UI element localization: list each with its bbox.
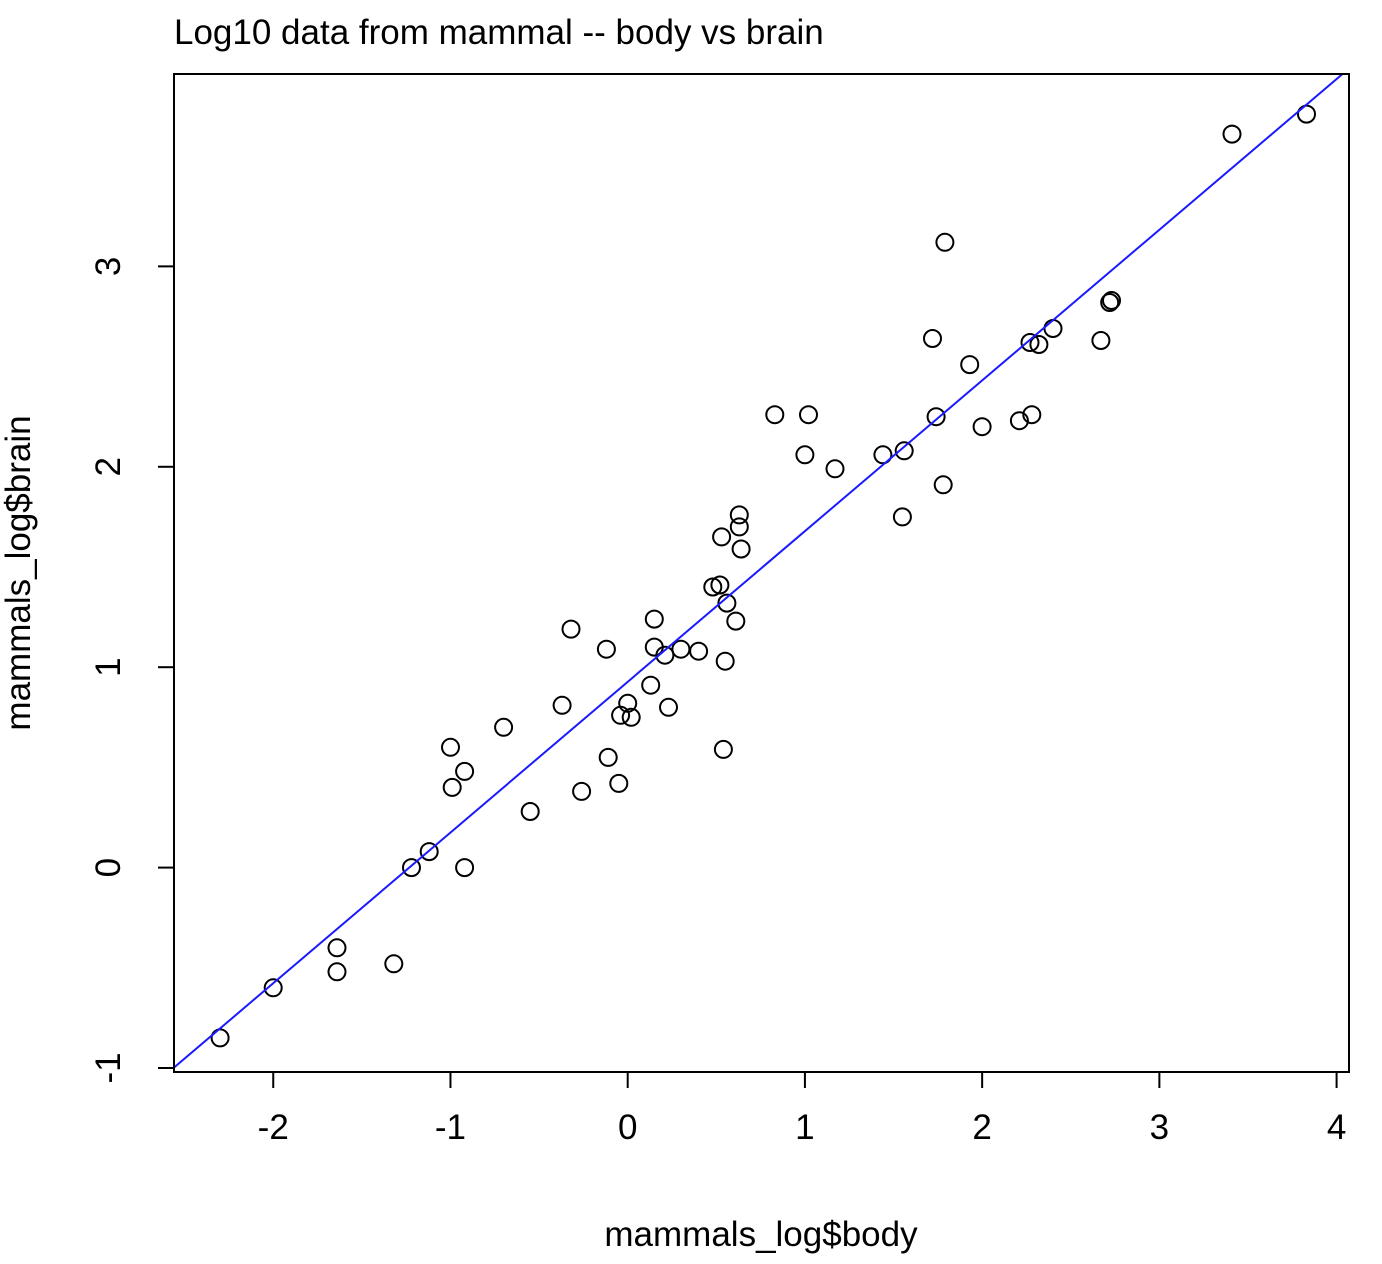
data-point (712, 527, 732, 547)
data-point (384, 954, 404, 974)
data-point (596, 639, 616, 659)
data-point (1091, 331, 1111, 350)
data-point (1297, 104, 1316, 124)
data-point (765, 405, 785, 425)
data-point (1102, 291, 1121, 310)
data-point (598, 747, 618, 767)
y-tick-label: 3 (89, 257, 128, 276)
data-point (655, 645, 675, 665)
data-point (703, 577, 723, 597)
data-point (641, 675, 661, 695)
data-point (327, 938, 347, 958)
data-point (1020, 333, 1040, 352)
data-point (935, 232, 955, 252)
data-point (455, 858, 475, 878)
chart-title: Log10 data from mammal -- body vs brain (174, 13, 824, 52)
data-point (717, 593, 737, 613)
data-point (726, 611, 746, 631)
data-point (442, 777, 462, 797)
regression-line (174, 74, 1345, 1069)
data-point (731, 539, 751, 559)
data-point (520, 802, 540, 821)
data-point (729, 505, 749, 525)
data-point (689, 641, 709, 661)
y-tick-label: -1 (89, 1052, 128, 1083)
x-tick-label: 3 (1150, 1108, 1169, 1147)
data-point (552, 695, 572, 715)
data-point (1022, 405, 1042, 425)
x-axis: -2 -1 0 1 2 3 4 (258, 1071, 1346, 1147)
y-axis-label: mammals_log$brain (0, 415, 38, 730)
data-point (609, 773, 629, 793)
data-point (1222, 124, 1242, 144)
data-point (494, 717, 514, 737)
data-point (441, 737, 460, 757)
data-point (327, 962, 347, 982)
data-point (825, 459, 845, 479)
x-tick-label: -1 (435, 1108, 466, 1147)
x-tick-label: 1 (795, 1108, 814, 1147)
data-point (455, 761, 475, 781)
x-tick-label: -2 (258, 1108, 289, 1147)
data-point (402, 858, 421, 878)
data-point (972, 417, 992, 437)
data-point (894, 441, 914, 461)
y-tick-label: 1 (89, 657, 128, 676)
x-axis-label: mammals_log$body (604, 1215, 918, 1254)
data-point (710, 575, 730, 595)
data-point (715, 651, 735, 671)
data-point (1100, 293, 1120, 312)
data-point (713, 739, 733, 759)
data-point (1043, 319, 1063, 338)
data-point (419, 842, 439, 862)
data-point (923, 329, 942, 348)
scatter-points (210, 104, 1316, 1048)
data-point (1009, 411, 1029, 431)
data-point (729, 517, 749, 537)
data-point (795, 445, 815, 465)
data-point (873, 445, 893, 465)
data-point (671, 639, 691, 659)
x-tick-label: 0 (618, 1108, 637, 1147)
data-point (799, 405, 818, 425)
data-point (572, 781, 592, 801)
data-point (621, 707, 641, 727)
data-point (1029, 335, 1049, 354)
y-tick-label: 2 (89, 457, 128, 476)
data-point (960, 355, 980, 375)
data-point (933, 475, 953, 495)
x-tick-label: 2 (972, 1108, 991, 1147)
data-point (210, 1028, 230, 1048)
x-tick-label: 4 (1327, 1108, 1346, 1147)
plot-frame (173, 73, 1350, 1073)
y-axis: -1 0 1 2 3 (89, 257, 175, 1084)
data-point (263, 978, 283, 998)
data-point (618, 693, 638, 713)
data-point (892, 507, 912, 527)
y-tick-label: 0 (89, 858, 128, 877)
data-point (644, 609, 664, 629)
data-point (561, 619, 581, 639)
data-point (659, 697, 678, 717)
data-point (926, 407, 946, 427)
